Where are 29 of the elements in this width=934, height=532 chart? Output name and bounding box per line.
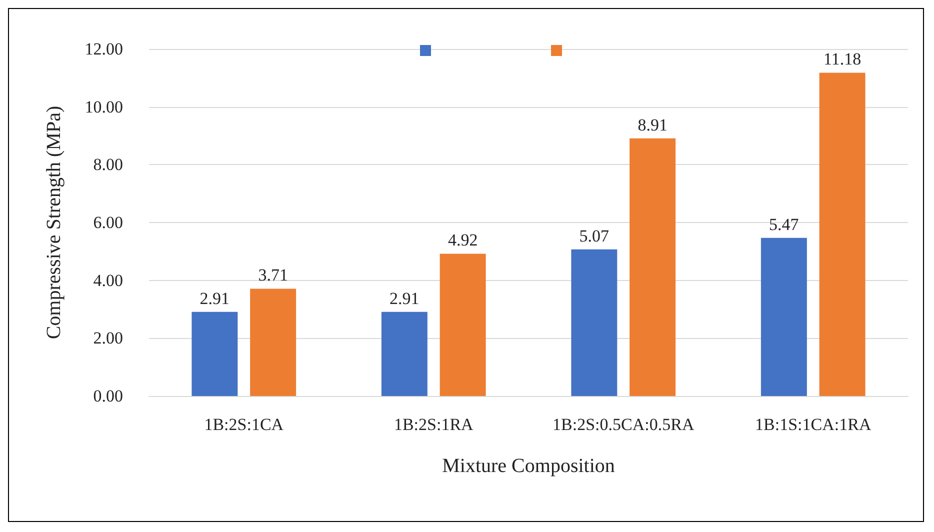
x-tick-label: 1B:2S:1RA: [394, 415, 474, 434]
x-tick-label: 1B:2S:0.5CA:0.5RA: [552, 415, 695, 434]
y-tick-label: 10.00: [84, 97, 123, 116]
y-tick-label: 0.00: [93, 386, 123, 406]
bar: [630, 138, 676, 396]
y-tick-label: 8.00: [93, 155, 123, 174]
x-tick-label: 1B:1S:1CA:1RA: [755, 415, 872, 434]
y-tick-label: 4.00: [93, 270, 123, 290]
data-label: 11.18: [824, 50, 862, 69]
x-axis-title: Mixture Composition: [442, 455, 615, 477]
bar: [381, 312, 428, 396]
y-tick-label: 2.00: [93, 328, 123, 348]
data-label: 3.71: [258, 266, 288, 285]
data-label: 4.92: [448, 230, 478, 250]
bar: [440, 254, 486, 396]
x-tick-label: 1B:2S:1CA: [204, 415, 284, 434]
data-label: 5.47: [769, 214, 800, 234]
data-label: 8.91: [638, 115, 668, 134]
data-label: 5.07: [579, 226, 610, 246]
data-label: 2.91: [390, 288, 420, 308]
bar: [760, 238, 807, 396]
y-tick-label: 12.00: [84, 40, 123, 58]
y-axis-title: Compressive Strength (MPa): [43, 106, 65, 340]
data-label: 2.91: [200, 288, 230, 308]
bar: [192, 312, 238, 396]
bar: [571, 249, 618, 396]
bar: [250, 288, 296, 396]
y-tick-label: 6.00: [93, 213, 123, 232]
bar: [819, 72, 866, 396]
